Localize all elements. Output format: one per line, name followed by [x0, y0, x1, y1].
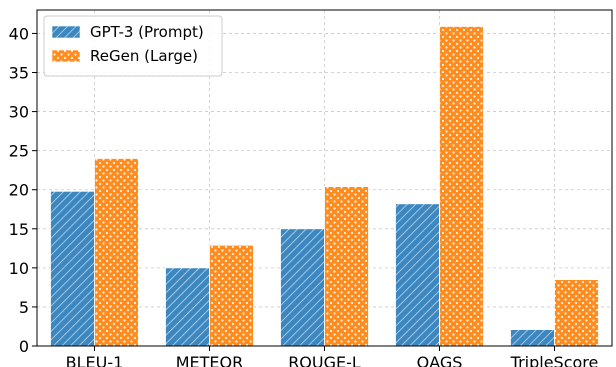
- bars: [50, 26, 599, 347]
- y-tick-label: 30: [9, 103, 29, 122]
- y-tick-label: 40: [9, 24, 29, 43]
- axes: [32, 9, 613, 351]
- bar-regen-large-triplescore: [554, 279, 599, 347]
- bar-gpt3-prompt-qags: [395, 203, 440, 347]
- x-tick-label: TripleScore: [510, 353, 599, 367]
- y-tick-label: 5: [19, 298, 29, 317]
- legend-label: ReGen (Large): [90, 47, 198, 65]
- bar-gpt3-prompt-bleu-1: [50, 190, 95, 347]
- bar-regen-large-meteor: [209, 244, 254, 347]
- y-tick-label: 15: [9, 220, 29, 239]
- plot-frame: [36, 9, 613, 347]
- x-tick-label: QAGS: [417, 353, 463, 367]
- bar-gpt3-prompt-rouge-l: [280, 228, 325, 347]
- legend: GPT-3 (Prompt) ReGen (Large): [43, 15, 223, 77]
- tick-labels: 0 5 10 15 20 25 30 35 40 BLEU-1 METEOR ROUGE-L QAGS T…: [9, 24, 599, 367]
- legend-label: GPT-3 (Prompt): [90, 23, 204, 41]
- y-tick-label: 25: [9, 142, 29, 161]
- x-tick-label: METEOR: [176, 353, 244, 367]
- y-tick-label: 0: [19, 337, 29, 356]
- legend-swatch: [51, 25, 81, 39]
- y-tick-label: 20: [9, 181, 29, 200]
- bar-regen-large-rouge-l: [324, 186, 369, 347]
- bar-gpt3-prompt-triplescore: [510, 329, 555, 347]
- x-tick-label: ROUGE-L: [288, 353, 361, 367]
- bar-gpt3-prompt-meteor: [165, 267, 210, 347]
- legend-box: [43, 15, 223, 77]
- legend-swatch: [51, 49, 81, 63]
- x-tick-label: BLEU-1: [66, 353, 124, 367]
- bar-regen-large-qags: [439, 26, 484, 347]
- bar-regen-large-bleu-1: [94, 158, 139, 347]
- y-tick-label: 10: [9, 259, 29, 278]
- y-tick-label: 35: [9, 64, 29, 83]
